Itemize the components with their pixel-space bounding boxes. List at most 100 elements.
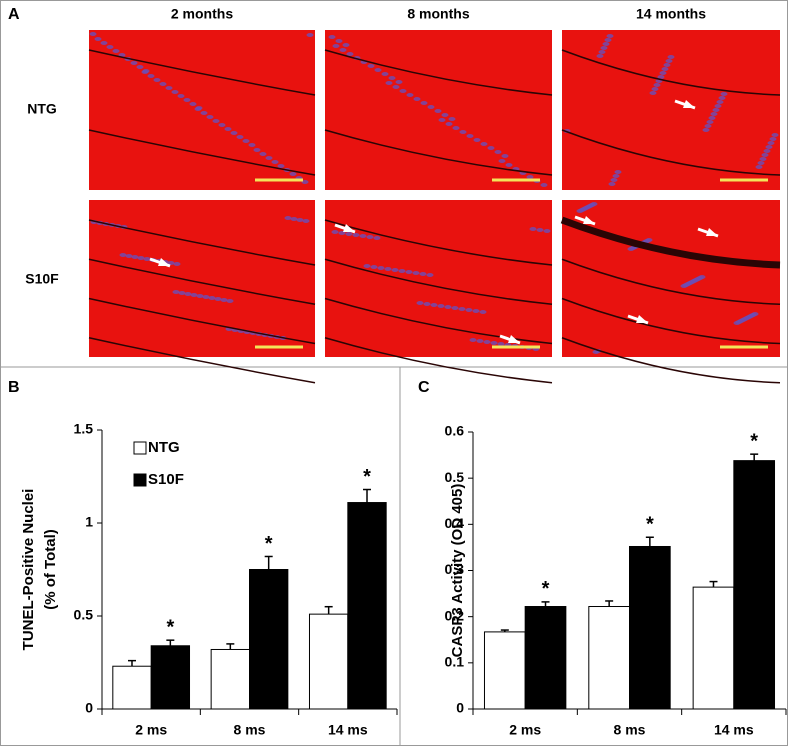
tissue-gap — [88, 49, 316, 96]
nucleus — [649, 91, 657, 95]
nucleus — [473, 138, 481, 142]
legend-swatch — [133, 473, 147, 487]
nucleus — [200, 111, 208, 115]
nucleus — [751, 312, 759, 316]
significance: * — [166, 616, 174, 638]
nucleus — [172, 290, 180, 294]
bar — [483, 631, 526, 710]
nucleus — [130, 61, 138, 65]
x-tick-label: 8 ms — [234, 722, 266, 738]
y-tick-label: 0.5 — [74, 607, 94, 623]
panel-a: A 2 months 8 months 14 months NTG S10F — [8, 6, 781, 384]
tissue-gap — [561, 129, 781, 176]
charts: B TUNEL-Positive Nuclei (% of Total) 0 0.5 1 1… — [8, 379, 787, 738]
nucleus — [438, 118, 446, 122]
y-axis-label: TUNEL-Positive Nuclei — [20, 489, 37, 651]
bar — [629, 545, 671, 710]
y-axis-label: CASP3 Activity (OD 405) — [449, 484, 466, 658]
nucleus — [290, 217, 298, 221]
tissue-gap — [324, 49, 553, 96]
nucleus — [420, 101, 428, 105]
nucleus — [289, 172, 297, 176]
panel-label: A — [8, 6, 20, 23]
nucleus — [702, 128, 710, 132]
nucleus — [242, 139, 250, 143]
nucleus — [505, 163, 513, 167]
nucleus — [143, 257, 151, 261]
x-tick-label: 2 ms — [135, 722, 167, 738]
nucleus — [501, 154, 509, 158]
x-tick-label: 14 ms — [714, 722, 754, 738]
x-tick-label: 2 ms — [509, 722, 541, 738]
nucleus — [159, 82, 167, 86]
nucleus — [452, 126, 460, 130]
nucleus — [416, 301, 424, 305]
nucleus — [328, 35, 336, 39]
nucleus — [445, 122, 453, 126]
legend-swatch — [133, 441, 147, 455]
nucleus — [771, 133, 779, 137]
row-label: S10F — [25, 271, 59, 287]
nucleus — [659, 71, 667, 75]
nucleus — [220, 298, 228, 302]
nucleus — [259, 152, 267, 156]
nucleus — [248, 143, 256, 147]
nucleus — [704, 124, 712, 128]
nucleus — [419, 272, 427, 276]
nucleus — [759, 157, 767, 161]
nucleus — [543, 229, 551, 233]
nucleus — [413, 97, 421, 101]
y-tick-label: 0.1 — [445, 654, 465, 670]
bar — [249, 569, 289, 710]
nucleus — [536, 228, 544, 232]
nucleus — [529, 227, 537, 231]
significance: * — [265, 533, 273, 555]
nucleus — [714, 104, 722, 108]
nucleus — [346, 52, 354, 56]
nucleus — [765, 145, 773, 149]
nucleus — [212, 119, 220, 123]
tissue-gap — [561, 297, 781, 345]
nucleus — [136, 65, 144, 69]
nucleus — [374, 68, 382, 72]
nucleus — [306, 33, 314, 37]
nucleus — [645, 238, 653, 242]
nucleus — [405, 270, 413, 274]
nucleus — [377, 266, 385, 270]
nucleus — [755, 165, 763, 169]
nucleus — [490, 341, 498, 345]
nucleus — [370, 265, 378, 269]
nucleus — [165, 86, 173, 90]
tissue-gap — [88, 297, 316, 345]
y-tick-label: 0.4 — [445, 515, 465, 531]
nucleus — [189, 102, 197, 106]
nucleus — [451, 306, 459, 310]
nucleus — [125, 254, 133, 258]
nucleus — [465, 308, 473, 312]
y-tick-label: 0.3 — [445, 561, 465, 577]
y-tick-label: 0.6 — [445, 423, 465, 439]
nucleus — [131, 255, 139, 259]
nucleus — [604, 38, 612, 42]
nucleus — [202, 295, 210, 299]
significance: * — [363, 466, 371, 488]
tissue-gap — [88, 219, 316, 266]
nucleus — [94, 37, 102, 41]
tissue-gap — [560, 216, 781, 269]
nucleus — [171, 90, 179, 94]
nucleus — [363, 264, 371, 268]
tissue-gap — [561, 337, 781, 384]
y-tick-label: 0 — [85, 700, 93, 716]
nucleus — [716, 100, 724, 104]
bar — [733, 460, 776, 710]
nucleus — [345, 232, 353, 236]
nucleus — [596, 54, 604, 58]
nucleus — [118, 53, 126, 57]
nucleus — [712, 108, 720, 112]
nucleus — [600, 46, 608, 50]
nucleus — [271, 160, 279, 164]
nucleus — [399, 89, 407, 93]
nucleus — [427, 105, 435, 109]
nucleus — [153, 78, 161, 82]
micrograph — [325, 200, 552, 357]
